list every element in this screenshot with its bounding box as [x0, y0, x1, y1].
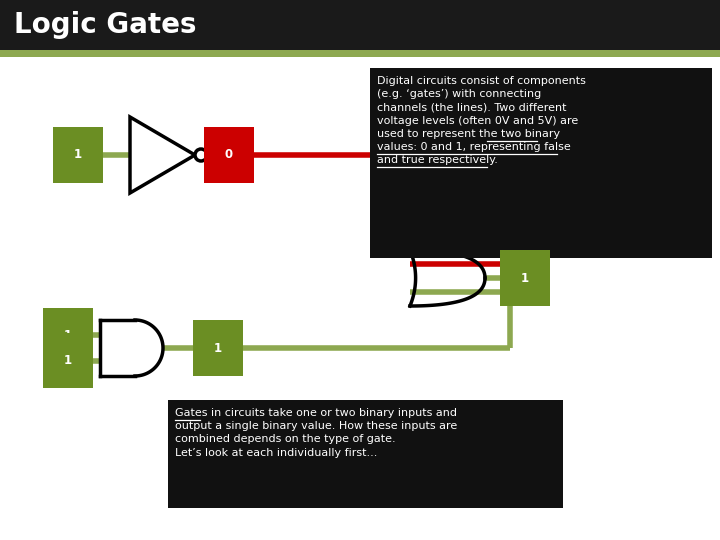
Text: 1: 1	[74, 148, 82, 161]
Bar	[0, 0, 720, 50]
Bar	[168, 400, 563, 508]
Bar	[370, 68, 712, 258]
Text: 1: 1	[64, 329, 72, 342]
Text: Digital circuits consist of components
(e.g. ‘gates’) with connecting
channels (: Digital circuits consist of components (…	[377, 76, 586, 165]
Text: 1: 1	[214, 341, 222, 354]
Bar	[0, 50, 720, 57]
Text: 1: 1	[64, 354, 72, 367]
Circle shape	[195, 149, 207, 161]
Text: 1: 1	[521, 272, 529, 285]
Text: Logic Gates: Logic Gates	[14, 11, 197, 39]
Text: 0: 0	[225, 148, 233, 161]
Text: Gates in circuits take one or two binary inputs and
output a single binary value: Gates in circuits take one or two binary…	[175, 408, 457, 457]
